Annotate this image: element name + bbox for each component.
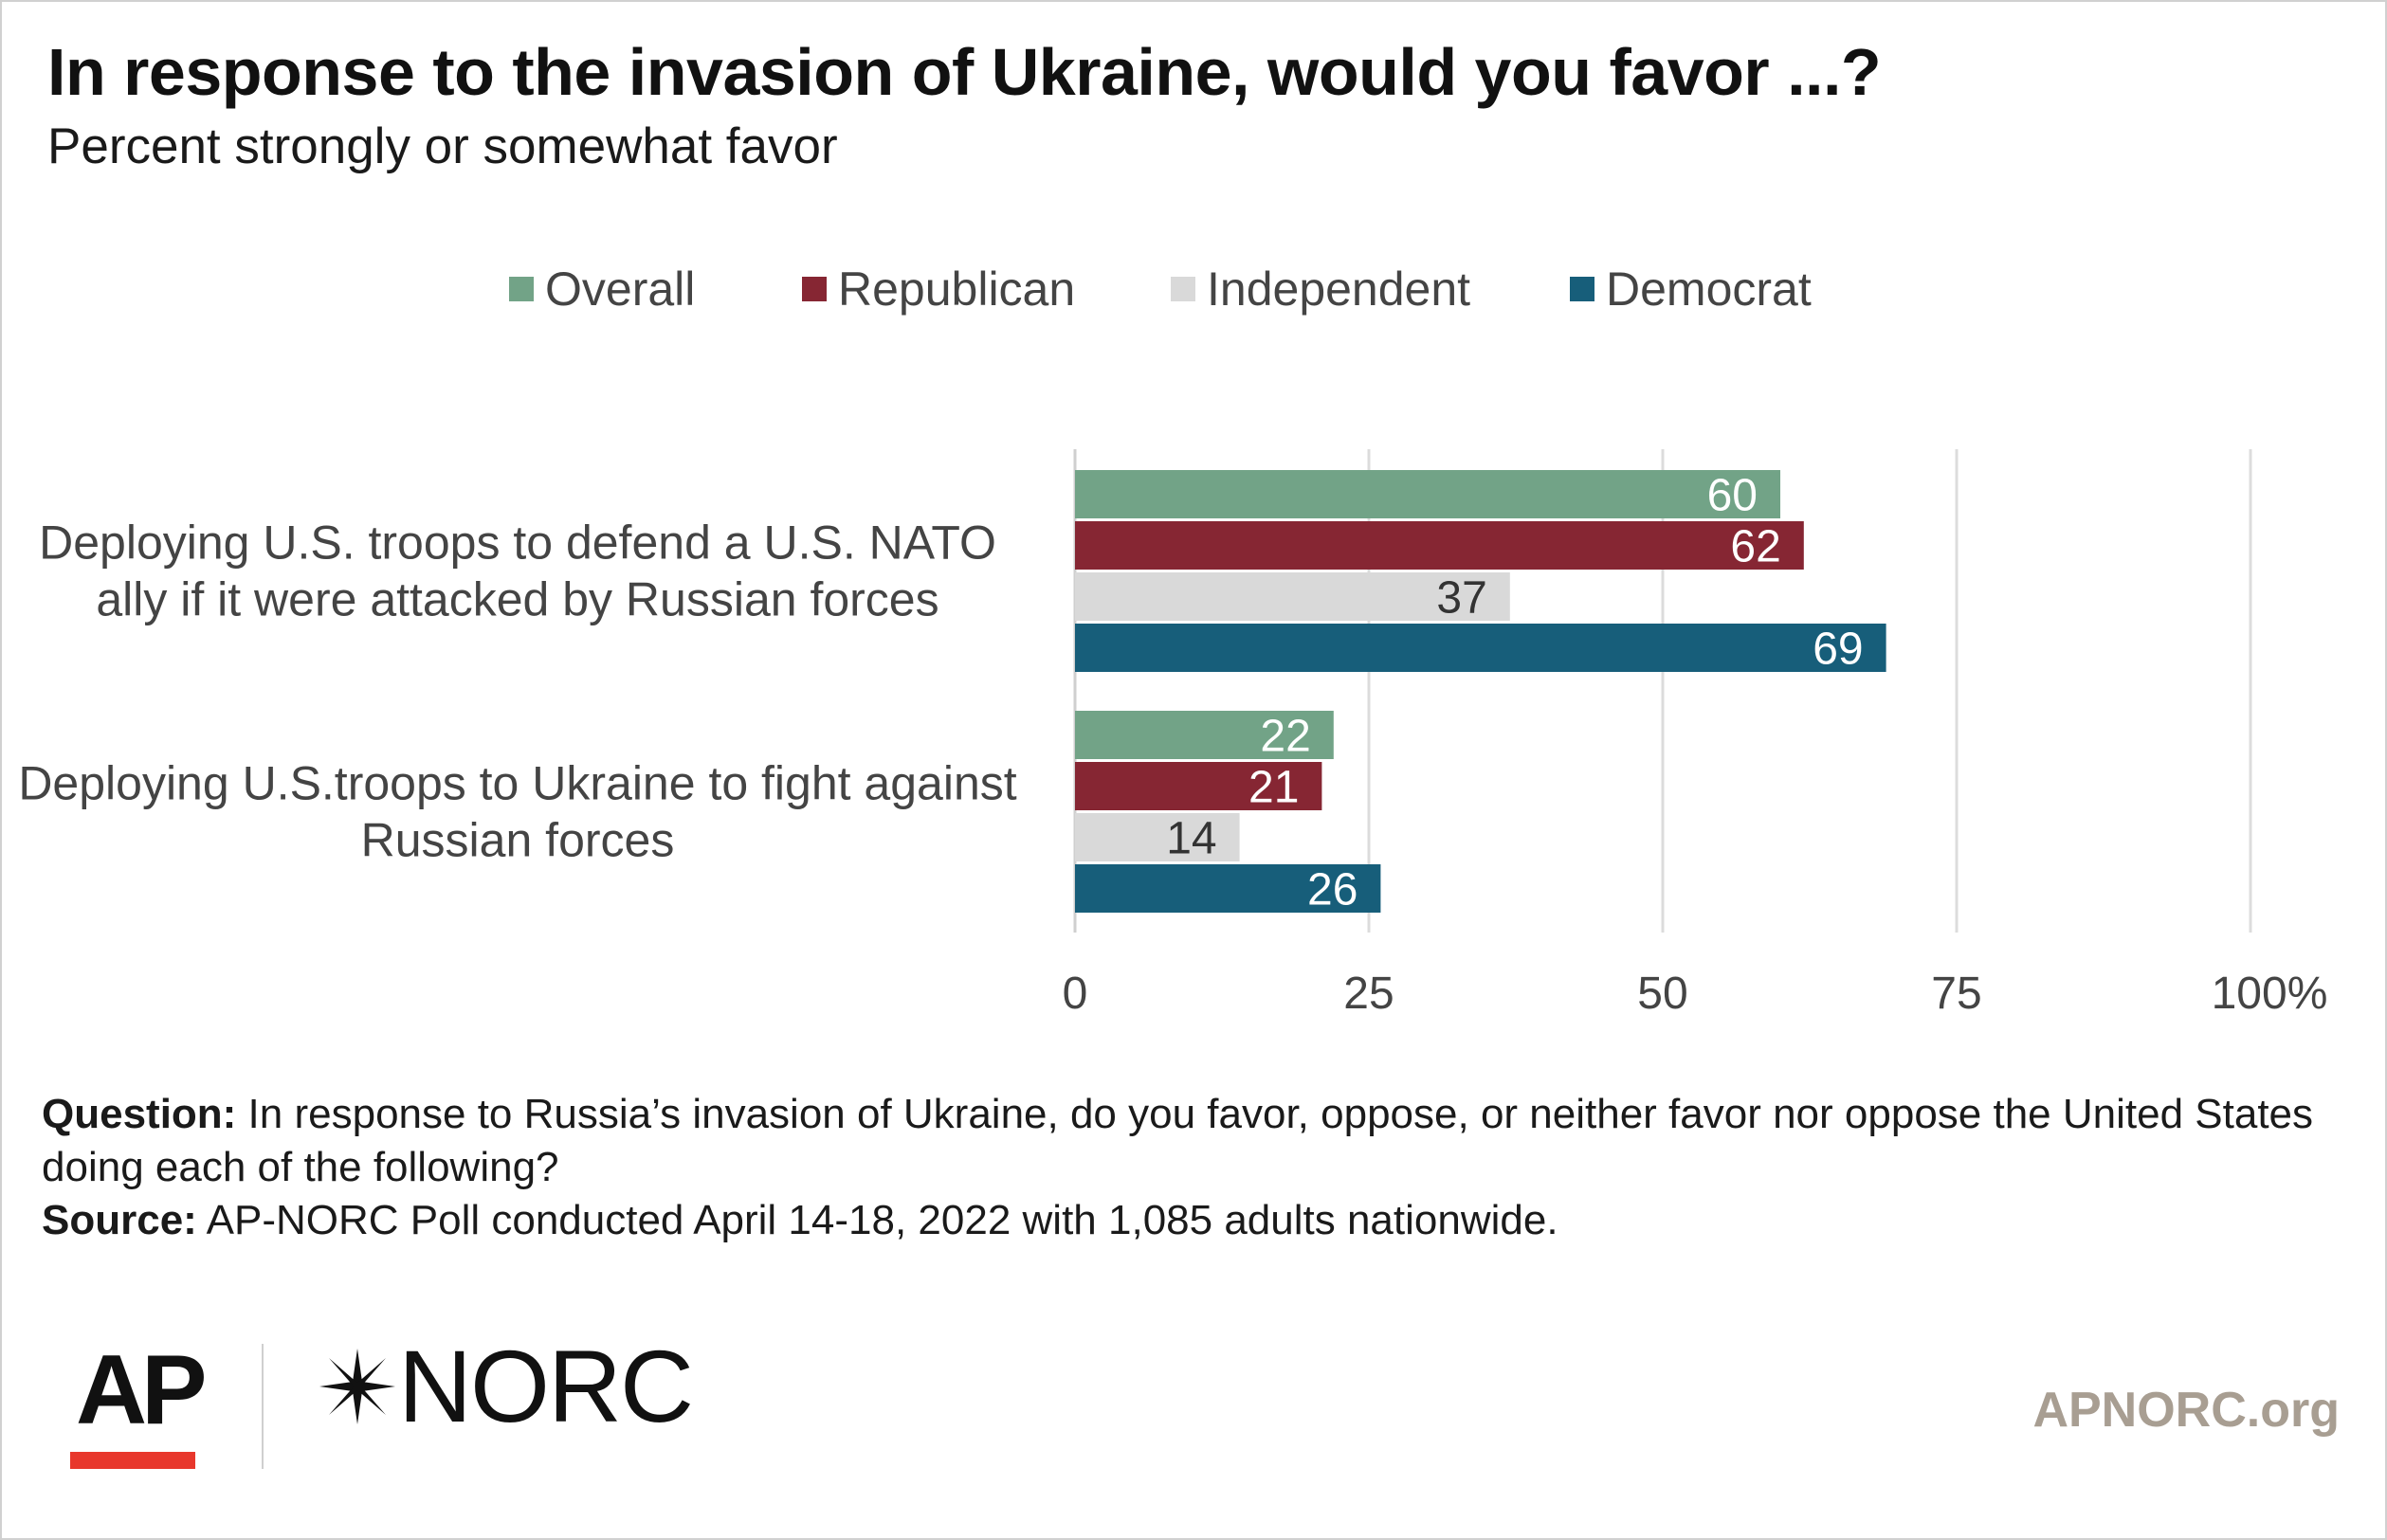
legend-item-republican: Republican: [802, 262, 1075, 317]
data-label-republican-1: 21: [1248, 763, 1299, 813]
category-label-1-line-0: Deploying U.S.troops to Ukraine to fight…: [18, 757, 1016, 810]
category-label-0-line-0: Deploying U.S. troops to defend a U.S. N…: [39, 516, 996, 570]
category-label-0: Deploying U.S. troops to defend a U.S. N…: [39, 516, 996, 626]
logo-divider: [262, 1344, 264, 1469]
legend-swatch-republican: [802, 277, 827, 301]
ap-logo-bar: [70, 1452, 195, 1469]
chart-subtitle: Percent strongly or somewhat favor: [47, 118, 838, 174]
chart-title: In response to the invasion of Ukraine, …: [47, 35, 1882, 109]
bar-overall-1: [1075, 711, 1334, 759]
category-label-1: Deploying U.S.troops to Ukraine to fight…: [18, 757, 1016, 867]
x-tick-label-3: 75: [1931, 969, 1981, 1019]
x-tick-label-4: 100%: [2212, 969, 2328, 1019]
legend-label-independent: Independent: [1207, 263, 1471, 316]
legend-label-overall: Overall: [545, 263, 696, 316]
question-text: In response to Russia’s invasion of Ukra…: [42, 1091, 2314, 1190]
legend-swatch-overall: [509, 277, 534, 301]
bar-independent-0: [1075, 572, 1510, 621]
bar-overall-0: [1075, 470, 1780, 518]
legend-label-republican: Republican: [838, 263, 1076, 316]
chart-legend: Overall Republican Independent Democrat: [0, 262, 2387, 328]
question-label: Question:: [42, 1091, 237, 1137]
question-note: Question: In response to Russia’s invasi…: [42, 1088, 2336, 1194]
bar-republican-1: [1075, 762, 1322, 810]
source-label: Source:: [42, 1197, 197, 1243]
legend-item-overall: Overall: [509, 262, 695, 317]
chart-notes: Question: In response to Russia’s invasi…: [42, 1088, 2336, 1247]
norc-logo-text: NORC: [398, 1329, 694, 1443]
source-text: AP-NORC Poll conducted April 14-18, 2022…: [196, 1197, 1558, 1243]
ap-logo: AP: [76, 1335, 208, 1445]
x-tick-label-0: 0: [1063, 969, 1088, 1019]
bar-independent-1: [1075, 813, 1240, 861]
category-label-1-line-1: Russian forces: [361, 814, 675, 867]
legend-swatch-independent: [1171, 277, 1195, 301]
bar-republican-0: [1075, 521, 1804, 570]
x-tick-label-2: 50: [1637, 969, 1687, 1019]
bar-democrat-0: [1075, 624, 1886, 672]
norc-star-icon: [319, 1348, 395, 1424]
legend-label-democrat: Democrat: [1606, 263, 1812, 316]
data-label-independent-1: 14: [1166, 814, 1216, 864]
data-label-democrat-0: 69: [1813, 625, 1863, 675]
data-label-republican-0: 62: [1730, 522, 1780, 572]
legend-item-democrat: Democrat: [1570, 262, 1812, 317]
site-link[interactable]: APNORC.org: [2032, 1383, 2340, 1438]
data-label-independent-0: 37: [1436, 573, 1486, 624]
norc-logo: NORC: [317, 1327, 694, 1445]
category-label-0-line-1: ally if it were attacked by Russian forc…: [96, 573, 938, 626]
x-tick-label-1: 25: [1343, 969, 1394, 1019]
data-label-democrat-1: 26: [1307, 865, 1357, 915]
legend-swatch-democrat: [1570, 277, 1594, 301]
source-note: Source: AP-NORC Poll conducted April 14-…: [42, 1194, 2336, 1247]
legend-item-independent: Independent: [1171, 262, 1470, 317]
data-label-overall-0: 60: [1707, 471, 1758, 521]
data-label-overall-1: 22: [1260, 712, 1310, 762]
bar-democrat-1: [1075, 864, 1381, 913]
